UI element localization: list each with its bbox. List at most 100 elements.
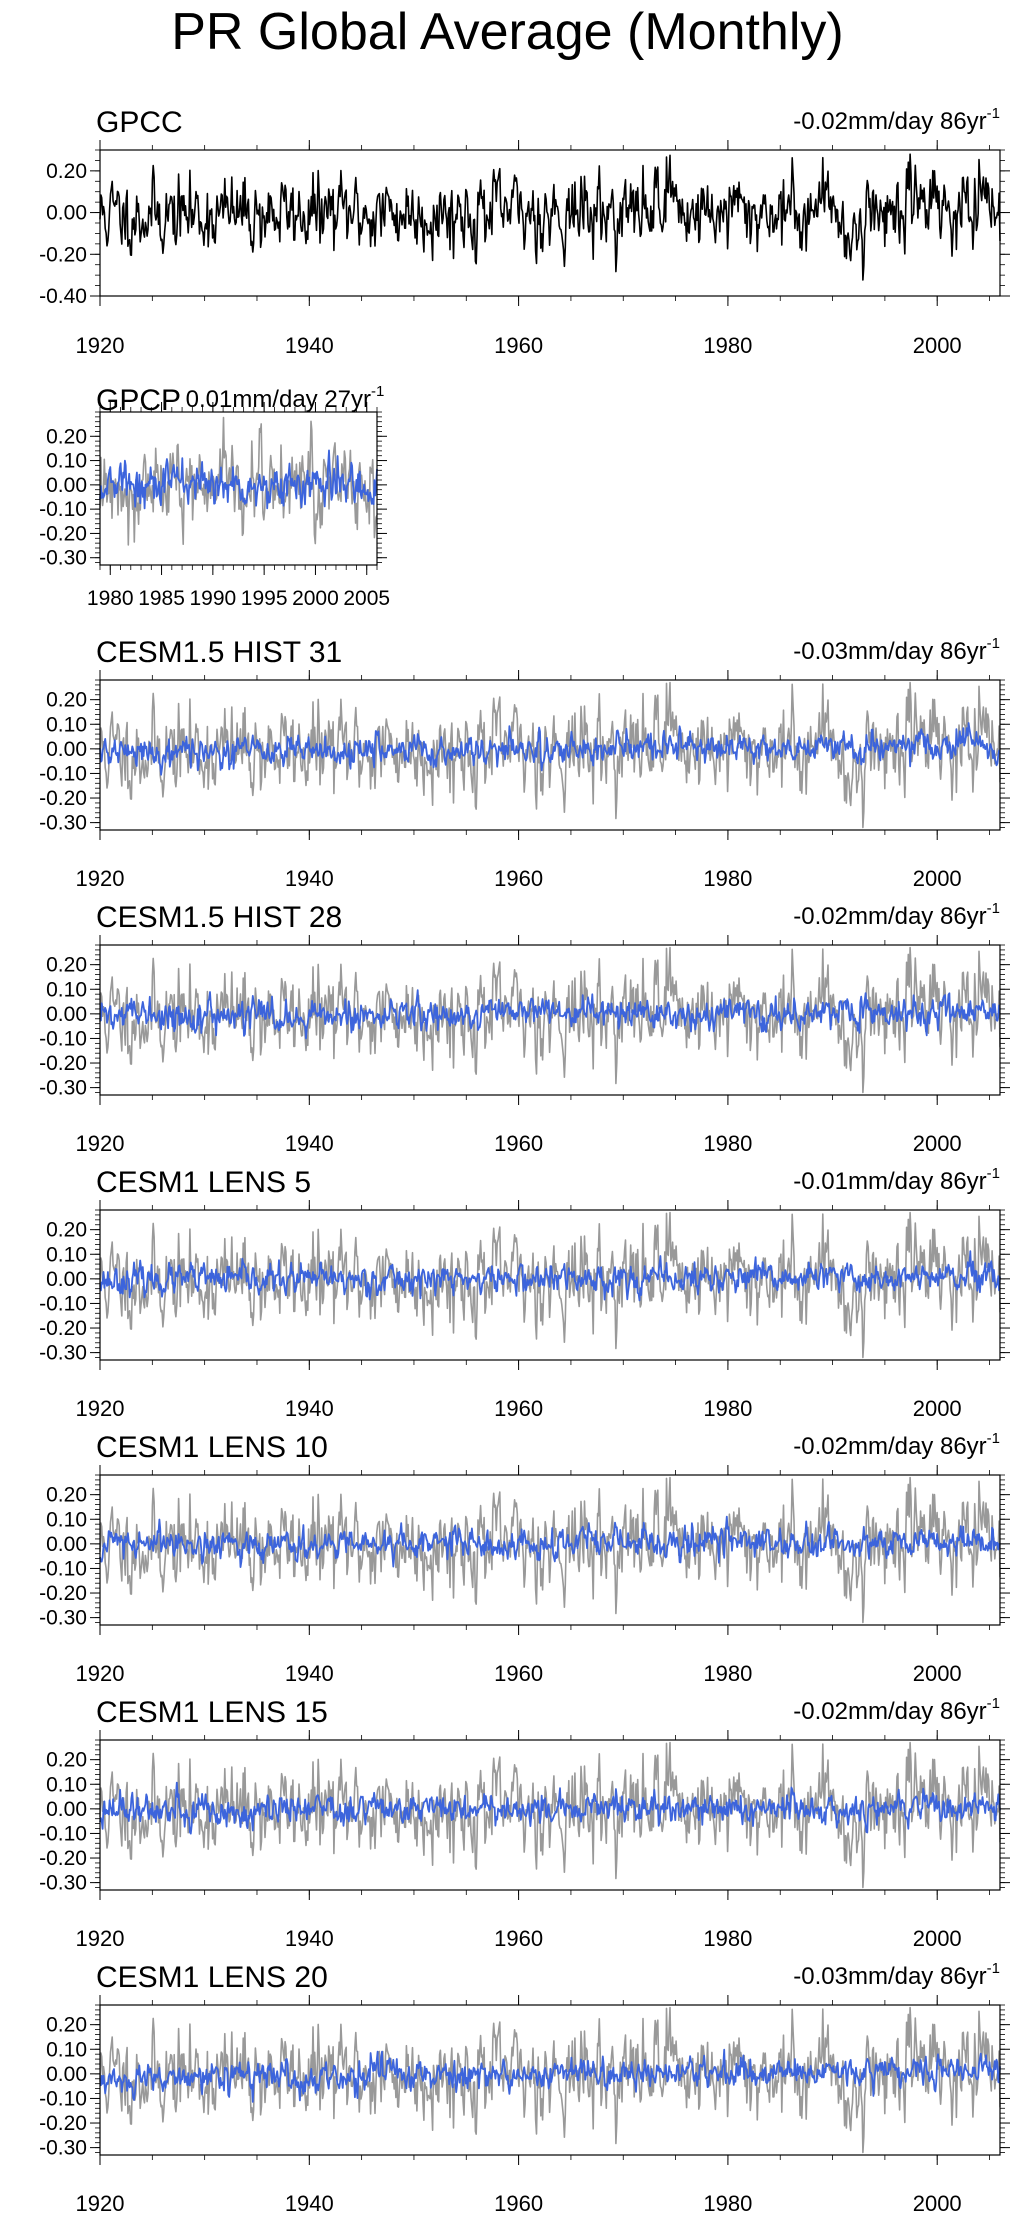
x-tick-label: 1960 [494,333,543,358]
panel-title: CESM1 LENS 15 [96,1696,328,1729]
chart-panel-8: 0.200.100.00-0.10-0.20-0.30 1920 1940 1960 1… [39,1960,1010,2216]
panel-title: CESM1 LENS 10 [96,1431,328,1464]
y-tick-label: 0.00 [46,202,87,225]
plot-frame [99,1209,1001,1361]
x-tick-label: 1940 [285,2191,334,2216]
x-tick-label: 2000 [913,1661,962,1686]
y-tick-label: 0.00 [46,474,87,497]
panel-title: CESM1 LENS 5 [96,1166,311,1199]
y-tick-label: 0.10 [46,1773,87,1796]
panel-title: GPCC [96,106,183,139]
y-tick-label: 0.20 [46,1219,87,1242]
y-tick-label: -0.20 [39,1847,87,1870]
y-tick-label: -0.10 [39,1027,87,1050]
chart-panel-6: 0.200.100.00-0.10-0.20-0.30 1920 1940 1960 1… [39,1430,1010,1686]
panel-title: GPCP [96,384,181,417]
y-tick-label: 0.20 [46,1749,87,1772]
x-tick-label: 1960 [494,2191,543,2216]
trend-exponent: -1 [987,1695,1000,1712]
x-tick-label: 2000 [913,333,962,358]
y-tick-label: -0.10 [39,498,87,521]
trend-exponent: -1 [987,105,1000,122]
plot-frame [99,1474,1001,1626]
y-tick-label: 0.10 [46,1243,87,1266]
x-tick-label: 1980 [703,866,752,891]
x-tick-label: 2000 [913,1131,962,1156]
y-tick-label: -0.20 [39,2112,87,2135]
y-tick-label: -0.30 [39,2137,87,2160]
y-tick-label: 0.20 [46,160,87,183]
trend-value: -0.01mm/day 86yr [793,1168,986,1195]
plot-frame [99,411,378,566]
trend-exponent: -1 [987,1960,1000,1977]
y-tick-label: -0.10 [39,1292,87,1315]
trend-label: -0.03mm/day 86yr-1 [793,1960,1000,1990]
x-tick-label: 2000 [292,587,339,610]
x-tick-label: 1985 [138,587,185,610]
trend-label: -0.03mm/day 86yr-1 [793,635,1000,665]
chart-panel-1: 0.20 0.00 -0.20 -0.40 1920 1940 1960 1980 2000 GP… [39,105,1010,358]
x-tick-label: 1995 [241,587,288,610]
y-tick-label: -0.20 [39,1317,87,1340]
trend-value: -0.02mm/day 86yr [793,108,986,135]
y-tick-label: -0.20 [39,1052,87,1075]
y-tick-label: -0.30 [39,1872,87,1895]
x-tick-label: 1940 [285,1131,334,1156]
y-tick-label: 0.20 [46,689,87,712]
x-tick-label: 1920 [76,1131,125,1156]
x-tick-label: 1960 [494,1926,543,1951]
y-tick-label: -0.20 [39,522,87,545]
y-tick-label: 0.10 [46,1508,87,1531]
x-tick-label: 1940 [285,1396,334,1421]
y-tick-label: -0.20 [39,787,87,810]
panel-title: CESM1.5 HIST 31 [96,636,342,669]
x-tick-label: 1980 [703,1396,752,1421]
y-tick-label: 0.20 [46,2014,87,2037]
trend-value: -0.03mm/day 86yr [793,1963,986,1990]
x-tick-label: 1960 [494,1396,543,1421]
x-tick-label: 2000 [913,2191,962,2216]
y-tick-label: -0.20 [39,1582,87,1605]
panel-title: CESM1.5 HIST 28 [96,901,342,934]
trend-value: -0.02mm/day 86yr [793,1698,986,1725]
series-line-1 [99,681,1001,829]
x-tick-label: 1980 [703,1661,752,1686]
plot-frame [99,679,1001,831]
plot-frame [99,944,1001,1096]
trend-value: -0.02mm/day 86yr [793,1433,986,1460]
trend-exponent: -1 [987,900,1000,917]
x-tick-label: 1940 [285,1926,334,1951]
trend-label: -0.02mm/day 86yr-1 [793,1430,1000,1460]
x-tick-label: 1920 [76,333,125,358]
series-line-2 [99,722,1001,776]
series-line-1 [99,153,1001,281]
trend-label: -0.02mm/day 86yr-1 [793,105,1000,135]
y-tick-label: 0.20 [46,425,87,448]
trend-exponent: -1 [987,635,1000,652]
series-line-1 [99,1476,1001,1624]
plot-frame [99,2004,1001,2156]
chart-panel-5: 0.200.100.00-0.10-0.20-0.30 1920 1940 1960 1… [39,1165,1010,1421]
trend-label: -0.02mm/day 86yr-1 [793,900,1000,930]
panel-title: CESM1 LENS 20 [96,1961,328,1994]
trend-value: -0.03mm/day 86yr [793,638,986,665]
x-tick-label: 1920 [76,2191,125,2216]
trend-exponent: -1 [987,1430,1000,1447]
y-tick-label: -0.10 [39,1822,87,1845]
plot-frame [99,1739,1001,1891]
main-title: PR Global Average (Monthly) [171,3,844,61]
x-tick-label: 1920 [76,1926,125,1951]
x-tick-label: 1980 [87,587,134,610]
y-tick-label: 0.00 [46,738,87,761]
y-tick-label: -0.30 [39,1607,87,1630]
x-tick-label: 1990 [189,587,236,610]
x-tick-label: 1980 [703,333,752,358]
series-line-2 [99,449,378,510]
y-tick-label: 0.10 [46,713,87,736]
x-tick-label: 1960 [494,1131,543,1156]
chart-panel-3: 0.200.100.00-0.10-0.20-0.30 1920 1940 1960 1… [39,635,1010,891]
x-tick-label: 1960 [494,866,543,891]
y-tick-label: -0.10 [39,1557,87,1580]
y-tick-label: -0.40 [39,285,87,308]
